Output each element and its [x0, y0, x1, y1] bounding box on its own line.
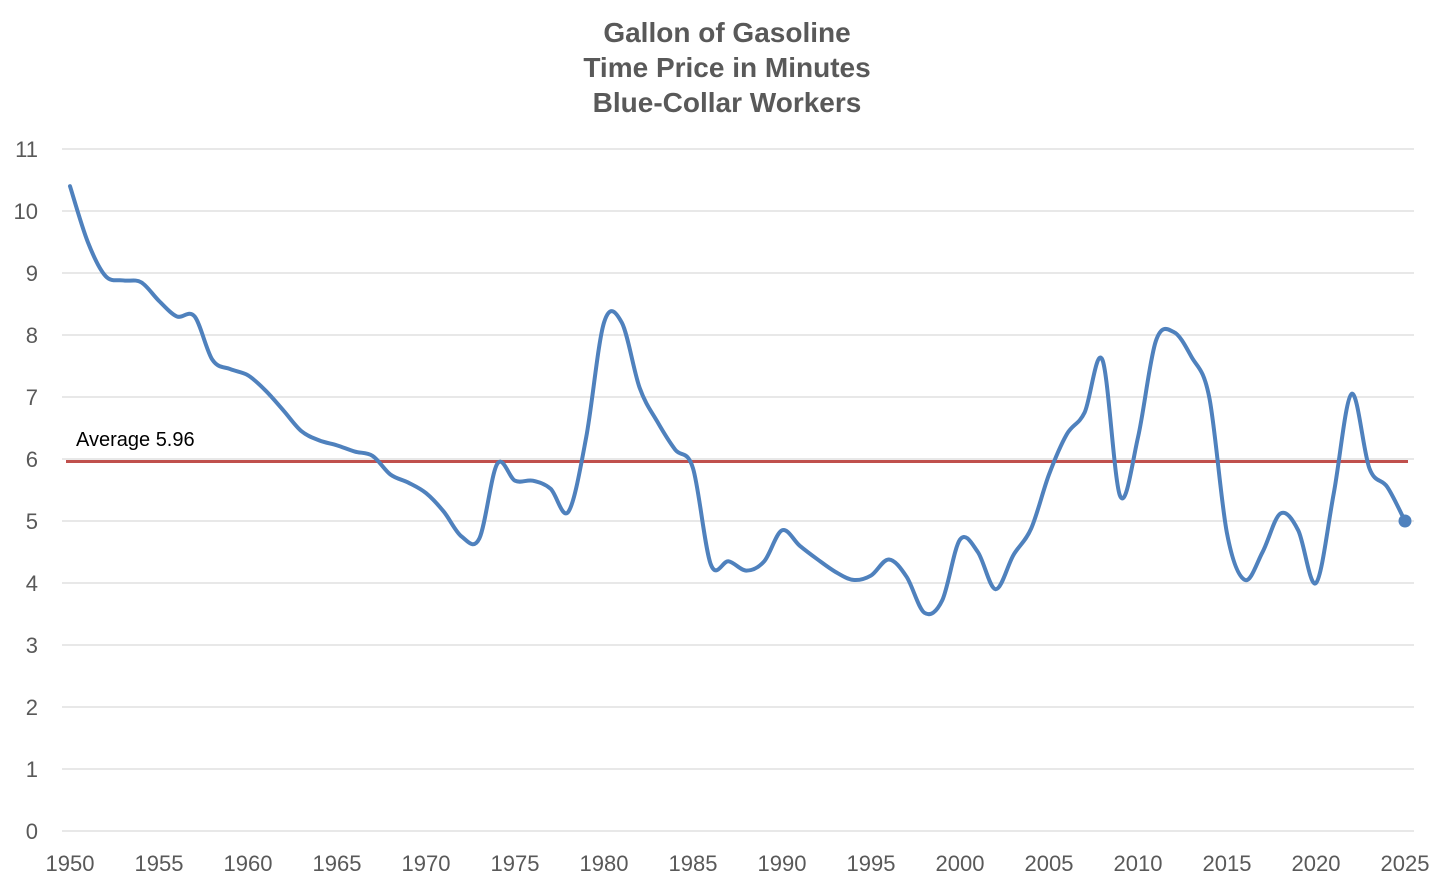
x-tick-label: 2010 — [1114, 851, 1163, 876]
y-tick-label: 2 — [26, 695, 38, 720]
x-tick-label: 2000 — [936, 851, 985, 876]
x-tick-label: 2015 — [1203, 851, 1252, 876]
y-tick-label: 5 — [26, 509, 38, 534]
x-tick-label: 1965 — [313, 851, 362, 876]
x-tick-label: 1995 — [847, 851, 896, 876]
y-tick-label: 1 — [26, 757, 38, 782]
x-tick-label: 1990 — [758, 851, 807, 876]
chart-title: Gallon of Gasoline Time Price in Minutes… — [583, 17, 870, 118]
x-tick-label: 2025 — [1381, 851, 1430, 876]
chart-title-line-1: Gallon of Gasoline — [603, 17, 850, 48]
y-gridlines — [62, 148, 1414, 832]
x-tick-label: 2020 — [1292, 851, 1341, 876]
y-tick-label: 7 — [26, 385, 38, 410]
x-axis-tick-labels: 1950 1955 1960 1965 1970 1975 1980 1985 1990 1995… — [46, 851, 1430, 876]
average-label: Average 5.96 — [76, 429, 195, 451]
x-tick-label: 2005 — [1025, 851, 1074, 876]
series-group — [68, 184, 1412, 617]
chart-title-line-3: Blue-Collar Workers — [593, 87, 862, 118]
y-tick-label: 4 — [26, 571, 38, 596]
x-tick-label: 1975 — [491, 851, 540, 876]
y-tick-label: 10 — [14, 199, 38, 224]
x-tick-label: 1960 — [224, 851, 273, 876]
x-tick-label: 1985 — [669, 851, 718, 876]
y-tick-label: 8 — [26, 323, 38, 348]
y-tick-label: 6 — [26, 447, 38, 472]
x-tick-label: 1950 — [46, 851, 95, 876]
series-line-0 — [68, 184, 1407, 617]
x-tick-label: 1980 — [580, 851, 629, 876]
series-end-point — [1398, 514, 1412, 528]
y-tick-label: 11 — [15, 137, 38, 162]
y-tick-label: 0 — [26, 819, 38, 844]
average-reference: Average 5.96 — [66, 429, 1408, 463]
x-tick-label: 1955 — [135, 851, 184, 876]
y-axis-tick-labels: 0 1 2 3 4 5 6 7 8 9 10 11 — [14, 137, 38, 844]
x-tick-label: 1970 — [402, 851, 451, 876]
chart-title-line-2: Time Price in Minutes — [583, 52, 870, 83]
y-tick-label: 9 — [26, 261, 38, 286]
y-tick-label: 3 — [26, 633, 38, 658]
